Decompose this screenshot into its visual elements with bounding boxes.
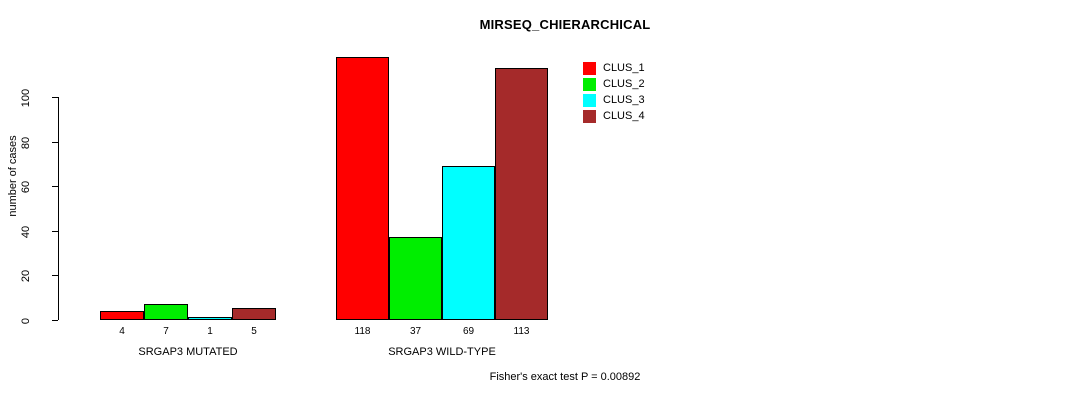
chart-annotation-text: Fisher's exact test P = 0.00892	[489, 371, 641, 383]
y-tick-label-0: 0	[20, 317, 32, 325]
bar-clus1-group1	[100, 311, 144, 320]
bar-group-srgap3-wild-type: 118 37 69 113 SRGAP3 WILD-TYPE	[336, 40, 548, 358]
y-tick-0	[52, 320, 58, 321]
chart-title: MIRSEQ_CHIERARCHICAL	[0, 17, 1090, 32]
y-tick-label-60: 60	[20, 180, 32, 194]
y-tick-label-20: 20	[20, 269, 32, 283]
chart-title-text: MIRSEQ_CHIERARCHICAL	[479, 17, 651, 32]
bar-value-clus2-group2: 37	[409, 326, 422, 337]
bar-clus3-group2	[442, 166, 495, 320]
bar-clus4-group2	[495, 68, 548, 320]
bar-group-1-bars	[100, 40, 276, 320]
bar-clus2-group1	[144, 304, 188, 320]
legend-swatch-clus-1	[583, 61, 596, 75]
legend-swatch-clus-4	[583, 109, 596, 123]
bar-value-clus4-group2: 113	[513, 326, 530, 337]
bar-clus2-group2	[389, 237, 442, 320]
legend-label-clus-1: CLUS_1	[603, 61, 645, 74]
chart-legend: CLUS_1 CLUS_2 CLUS_3 CLUS_4	[583, 60, 645, 124]
legend-item-clus-1: CLUS_1	[583, 60, 645, 76]
bar-clus4-group1	[232, 308, 276, 320]
y-axis-line	[58, 97, 59, 320]
bar-group-2-bars	[336, 40, 548, 320]
y-tick-label-100: 100	[20, 88, 32, 108]
chart-annotation: Fisher's exact test P = 0.00892	[0, 371, 1090, 383]
group-label-srgap3-mutated: SRGAP3 MUTATED	[138, 346, 238, 358]
bar-value-clus4-group1: 5	[251, 326, 257, 337]
bar-value-clus3-group2: 69	[462, 326, 475, 337]
bar-clus3-group1	[188, 317, 232, 320]
legend-label-clus-2: CLUS_2	[603, 77, 645, 90]
bar-clus1-group2	[336, 57, 389, 320]
legend-swatch-clus-2	[583, 77, 596, 91]
bar-value-clus2-group1: 7	[163, 326, 169, 337]
y-tick-100	[52, 97, 58, 98]
y-tick-20	[52, 275, 58, 276]
legend-label-clus-4: CLUS_4	[603, 109, 645, 122]
legend-item-clus-2: CLUS_2	[583, 76, 645, 92]
y-tick-80	[52, 142, 58, 143]
bar-value-clus1-group1: 4	[119, 326, 125, 337]
y-tick-label-80: 80	[20, 136, 32, 150]
legend-label-clus-3: CLUS_3	[603, 93, 645, 106]
y-tick-40	[52, 231, 58, 232]
y-axis-label: number of cases	[7, 135, 19, 217]
bar-group-srgap3-mutated: 4 7 1 5 SRGAP3 MUTATED	[100, 40, 276, 358]
legend-item-clus-4: CLUS_4	[583, 108, 645, 124]
y-tick-label-40: 40	[20, 225, 32, 239]
group-label-srgap3-wild-type: SRGAP3 WILD-TYPE	[388, 346, 496, 358]
y-tick-60	[52, 186, 58, 187]
legend-item-clus-3: CLUS_3	[583, 92, 645, 108]
bar-value-clus1-group2: 118	[354, 326, 371, 337]
bar-value-clus3-group1: 1	[207, 326, 213, 337]
legend-swatch-clus-3	[583, 93, 596, 107]
